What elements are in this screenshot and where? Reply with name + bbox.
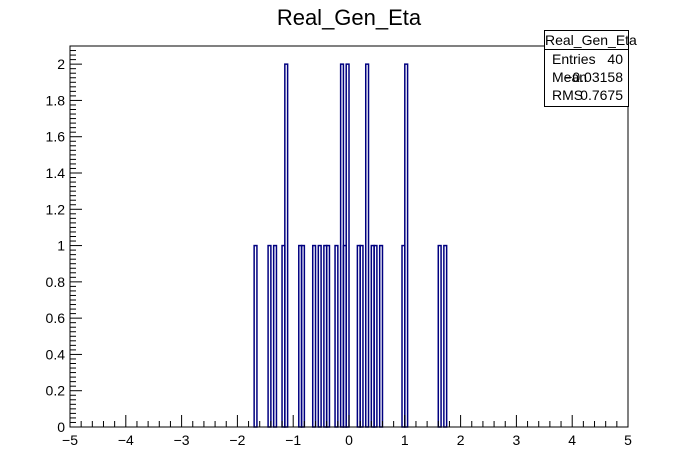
- y-tick-label: 1: [57, 238, 65, 254]
- histogram-bin: [437, 244, 442, 428]
- stats-row-entries: Entries 40: [545, 50, 628, 68]
- x-tick-label: −4: [118, 432, 134, 448]
- stats-key: RMS: [552, 87, 584, 103]
- y-tick-label: 0.6: [46, 310, 66, 326]
- stats-title: Real_Gen_Eta: [545, 32, 637, 50]
- x-tick-label: 0: [345, 432, 353, 448]
- stats-key: Mean: [552, 69, 588, 85]
- stats-box: Real_Gen_Eta Entries 40 Mean −0.03158 RM…: [544, 30, 637, 107]
- y-tick-label: 0.2: [46, 383, 66, 399]
- y-tick-label: 0.8: [46, 274, 66, 290]
- chart-title: Real_Gen_Eta: [277, 5, 422, 30]
- histogram-bars: [70, 63, 628, 428]
- x-tick-label: 4: [568, 432, 576, 448]
- x-tick-label: 2: [457, 432, 465, 448]
- y-tick-label: 0.4: [46, 346, 66, 362]
- histogram-bin: [325, 244, 331, 428]
- histogram-bin: [334, 244, 339, 428]
- x-tick-label: −2: [229, 432, 245, 448]
- histogram-bin: [284, 63, 289, 428]
- histogram-bin: [272, 244, 278, 428]
- stats-row-mean: Mean −0.03158: [545, 68, 628, 86]
- histogram-bin: [345, 63, 350, 428]
- histogram-bin: [311, 244, 317, 428]
- histogram-bin: [253, 244, 258, 428]
- y-tick-label: 0: [57, 419, 65, 435]
- y-tick-label: 1.8: [46, 92, 66, 108]
- y-tick-label: 2: [57, 56, 65, 72]
- x-tick-label: −3: [174, 432, 190, 448]
- histogram-bin: [317, 244, 322, 428]
- y-tick-label: 1.6: [46, 129, 66, 145]
- y-tick-label: 1.2: [46, 201, 66, 217]
- histogram-bin: [359, 244, 364, 428]
- x-tick-label: 1: [401, 432, 409, 448]
- histogram-bin: [378, 244, 384, 428]
- stats-row-rms: RMS 0.7675: [545, 86, 628, 104]
- x-tick-label: 5: [624, 432, 632, 448]
- axes: −5 −4 −3 −2 −1 0 1 2 3 4 5 0 0.2 0.4 0.6 0.8 1 1.2 1.4 1.6 1…: [46, 45, 632, 448]
- stats-value: 0.7675: [580, 87, 623, 103]
- stats-value: −0.03158: [564, 69, 623, 85]
- x-tick-label: −1: [285, 432, 301, 448]
- histogram-bin: [443, 244, 448, 428]
- x-tick-label: 3: [513, 432, 521, 448]
- histogram-bin: [404, 63, 409, 428]
- stats-value: 40: [607, 51, 623, 67]
- histogram-bin: [267, 244, 272, 428]
- x-tick-label: −5: [62, 432, 78, 448]
- histogram-bin: [373, 244, 378, 428]
- y-tick-label: 1.4: [46, 165, 66, 181]
- histogram-bin: [300, 244, 306, 428]
- stats-key: Entries: [552, 51, 596, 67]
- histogram-bin: [364, 63, 370, 428]
